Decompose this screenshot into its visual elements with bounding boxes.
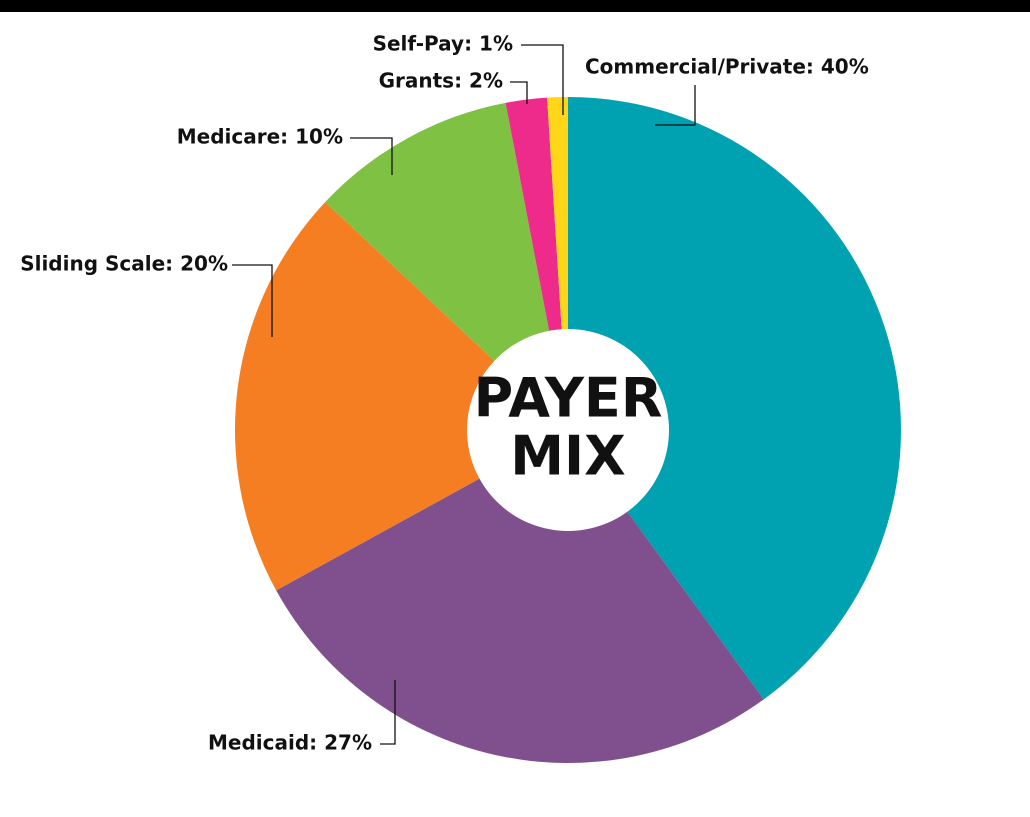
leader-line xyxy=(655,85,696,126)
leader-line xyxy=(232,264,273,337)
data-label: Medicaid: 27% xyxy=(208,731,372,755)
data-label: Sliding Scale: 20% xyxy=(20,252,228,276)
leader-line xyxy=(350,137,393,175)
top-bar xyxy=(0,0,1030,12)
slice xyxy=(568,97,901,700)
data-label: Commercial/Private: 40% xyxy=(585,55,869,79)
donut-hole xyxy=(467,329,669,531)
donut xyxy=(235,97,901,764)
leader-line xyxy=(510,81,528,104)
center-text: PAYER xyxy=(474,367,663,430)
leader-line xyxy=(380,680,396,745)
slice xyxy=(235,202,569,591)
data-label: Grants: 2% xyxy=(379,69,503,93)
slice xyxy=(325,102,568,430)
leader-line xyxy=(521,44,564,115)
data-label: Self-Pay: 1% xyxy=(373,32,513,56)
slice xyxy=(276,430,764,764)
center-text: MIX xyxy=(510,425,625,488)
data-label: Medicare: 10% xyxy=(177,125,343,149)
